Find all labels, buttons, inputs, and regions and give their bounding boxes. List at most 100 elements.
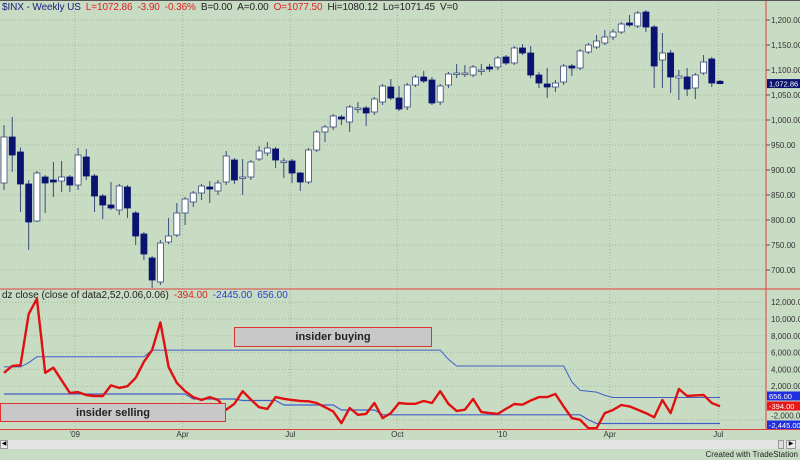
candle [584,43,592,54]
candle-body [675,75,683,79]
candle [99,194,107,219]
price-tick-label: 850.00 [771,191,796,200]
candle [321,125,329,142]
candle-body [132,212,140,237]
price-tick-label: 900.00 [771,166,796,175]
last-price-marker: 1,072.86 [767,79,800,88]
candle [362,106,370,126]
price-tick-label: 1,150.00 [771,41,800,50]
candle-body [412,76,419,86]
candle-body [280,160,288,163]
candle-body [25,183,33,223]
volume: V=0 [440,2,458,13]
indicator-tick-label: 2,000.00 [771,382,800,391]
candle-body [477,69,485,72]
candle [82,149,90,180]
candle-body [247,161,255,178]
grid-lines [0,3,766,429]
candle-body [91,175,98,197]
candle-body [650,26,658,67]
candle-body [453,72,461,75]
candle-body [231,159,238,181]
candle-body [329,115,337,128]
open-price: O=1077.50 [273,2,323,13]
indicator-lines [3,297,721,430]
candle [214,180,222,195]
candle [477,64,485,75]
bid: B=0.00 [200,2,233,13]
candle [642,10,650,32]
price-axis: 700.00 750.00 800.00 850.00 900.00 950.00 1,00… [70,16,800,439]
candle-body [263,147,271,154]
candle [17,147,24,212]
scroll-thumb[interactable] [778,440,784,449]
candle [206,181,214,203]
candle-body [445,73,452,86]
candle [156,240,164,285]
candle-body [99,195,107,206]
candle-body [189,192,197,203]
candle-body [354,107,362,110]
candle-body [716,80,724,84]
candle-body [288,160,296,174]
scroll-left-button[interactable]: ◀ [0,440,8,449]
candle-body [222,155,230,183]
price-tick-label: 700.00 [771,266,796,275]
candle-body [403,84,411,108]
candle [552,80,559,92]
candle-body [66,176,74,186]
ask: A=0.00 [237,2,269,13]
candle-body [140,233,148,255]
annotation-insider-buying: insider buying [234,327,432,347]
candle [329,114,337,130]
candle-body [272,148,279,161]
candle [716,79,724,85]
candle-body [700,61,707,74]
candle-body [584,44,592,53]
low-price: Lo=1071.45 [382,2,436,13]
candle-body [8,136,16,156]
candle [25,180,33,250]
candle [609,29,617,40]
candle [412,75,419,87]
candle [33,171,41,222]
candle [305,148,312,184]
candle-body [33,172,41,222]
candle-body [296,172,304,183]
candle [280,158,288,178]
candle-body [124,186,131,209]
candle [494,56,502,70]
candle [535,72,543,88]
candle [601,30,609,45]
indicator-tick-label: -2,000.00 [771,412,800,421]
candle-body [428,79,436,104]
scroll-right-button[interactable]: ▶ [786,440,796,449]
marker-label: 1,072.86 [769,79,798,88]
candle-body [395,97,403,110]
candle [173,203,181,237]
price-tick-label: 800.00 [771,216,796,225]
candle-body [519,47,526,54]
candle-body [560,65,568,83]
candle [469,65,477,77]
indicator-label: dz close (close of data2,52,0.06,0.06) [2,290,169,301]
candle [461,65,469,77]
candle [91,174,98,212]
candle-body [387,86,395,99]
candle-body [543,83,551,88]
dz-close-marker: -394.00 [767,401,800,411]
candle-body [486,66,493,70]
price-tick-label: 1,100.00 [771,66,800,75]
candle [543,68,551,98]
candle [49,162,57,197]
indicator-value: -394.00 [173,290,208,301]
candle-body [502,56,510,64]
candle-body [642,11,650,28]
candle-body [362,107,370,114]
candle-body [617,23,625,33]
candle [8,117,16,172]
candle [222,151,230,185]
candle [181,197,189,225]
horizontal-scrollbar[interactable]: ◀ ▶ [0,440,800,449]
